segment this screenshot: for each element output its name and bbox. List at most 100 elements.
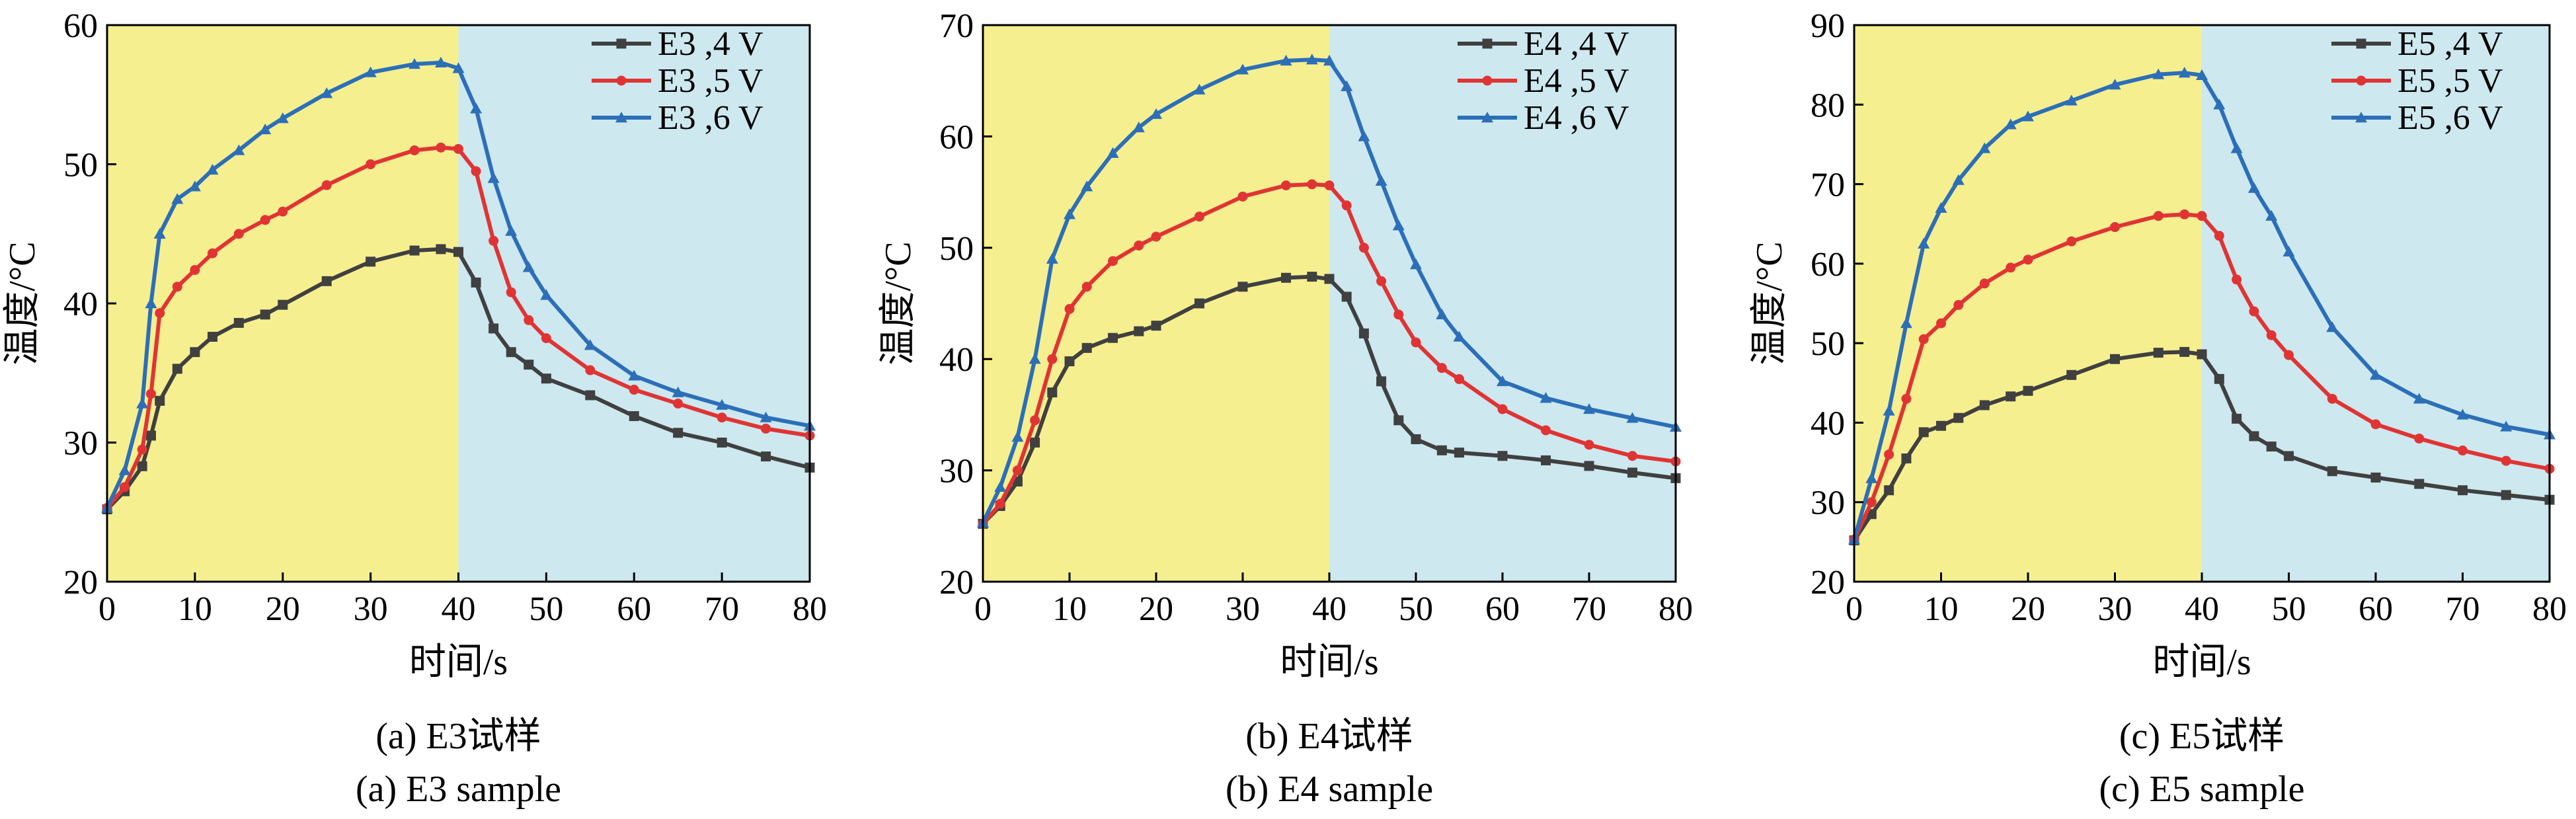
data-point (1901, 453, 1912, 464)
data-point (1011, 431, 1024, 442)
data-point (2232, 274, 2242, 285)
legend-marker (1482, 75, 1493, 86)
data-point (1540, 392, 1552, 403)
data-point (1064, 303, 1075, 314)
data-point (276, 112, 289, 124)
data-point (364, 66, 377, 77)
y-tick-label: 30 (63, 425, 98, 463)
data-point (2370, 472, 2381, 483)
data-point (2249, 431, 2259, 442)
data-point (2414, 479, 2425, 489)
data-point (716, 399, 728, 410)
data-point (2370, 369, 2382, 380)
data-point (1151, 321, 1161, 331)
data-point (2022, 110, 2034, 122)
data-point (1626, 412, 1639, 423)
data-point (2326, 321, 2339, 332)
data-point (1281, 272, 1291, 283)
data-point (2066, 370, 2077, 380)
legend-label: E5 ,5 V (2398, 62, 2503, 100)
data-point (2065, 95, 2078, 106)
legend-marker (2355, 112, 2367, 123)
data-point (259, 123, 272, 135)
data-point (366, 256, 376, 267)
data-point (366, 159, 376, 169)
data-point (629, 385, 639, 395)
data-point (2284, 451, 2294, 461)
data-point (2249, 306, 2259, 317)
data-point (1358, 328, 1369, 338)
data-point (2370, 419, 2381, 430)
data-point (190, 347, 200, 358)
data-point (2327, 393, 2337, 404)
data-point (1936, 318, 1946, 329)
x-tick-label: 0 (1846, 590, 1863, 628)
series-1 (102, 142, 815, 513)
data-point (2213, 98, 2226, 110)
data-point (524, 360, 534, 370)
data-point (2266, 442, 2277, 452)
data-point (1935, 202, 1947, 213)
data-point (1134, 326, 1144, 336)
data-point (453, 247, 463, 257)
y-tick-label: 40 (1811, 405, 1845, 442)
y-tick-label: 50 (63, 147, 98, 184)
data-point (1454, 374, 1464, 385)
data-point (1307, 179, 1317, 190)
data-point (1376, 376, 1387, 387)
x-tick-label: 30 (1226, 590, 1260, 628)
data-point (1030, 415, 1040, 426)
y-tick-label: 80 (1811, 87, 1845, 124)
data-point (155, 395, 165, 406)
legend-marker (2356, 38, 2366, 49)
data-point (2214, 231, 2224, 241)
data-point (1497, 404, 1508, 414)
data-point (2247, 182, 2260, 193)
data-point (1281, 180, 1291, 190)
data-point (2179, 209, 2190, 219)
data-point (2197, 349, 2207, 360)
data-point (506, 287, 516, 297)
data-point (488, 323, 499, 334)
data-point (2066, 236, 2077, 247)
data-point (1541, 425, 1551, 436)
data-point (2230, 142, 2243, 153)
legend-marker (616, 75, 627, 86)
y-axis-label: 温度/°C (1749, 241, 1790, 365)
data-point (1064, 356, 1075, 367)
data-point (524, 315, 534, 325)
data-point (2196, 69, 2208, 80)
data-point (1884, 485, 1894, 496)
data-point (541, 373, 551, 384)
data-point (409, 145, 420, 155)
y-tick-label: 50 (939, 230, 974, 268)
data-point (233, 317, 244, 328)
x-tick-label: 60 (2359, 590, 2393, 628)
panel-caption-en: (c) E5 sample (2099, 769, 2305, 810)
data-point (233, 229, 244, 239)
data-point (1952, 174, 1965, 185)
data-point (1953, 299, 1964, 310)
series-line (1852, 71, 2552, 542)
chart-panel-2: 0 10 20 30 40 50 60 70 80 20 30 40 50 60 70 80 90 时间/s 温度/… (1749, 7, 2567, 810)
y-tick-label: 40 (63, 286, 98, 323)
data-point (522, 261, 535, 272)
x-axis-label: 时间/s (409, 642, 508, 683)
x-tick-label: 50 (2272, 590, 2306, 628)
data-point (1979, 278, 1990, 289)
data-point (487, 172, 500, 183)
y-tick-label: 20 (1811, 564, 1845, 602)
data-point (673, 399, 683, 409)
x-tick-label: 20 (1139, 590, 1173, 628)
x-tick-label: 20 (2011, 590, 2045, 628)
data-point (145, 389, 156, 399)
data-point (137, 444, 147, 455)
y-tick-label: 20 (63, 564, 98, 602)
y-tick-label: 30 (1811, 485, 1845, 522)
data-point (1132, 121, 1145, 133)
data-point (584, 339, 596, 350)
x-tick-label: 80 (2532, 590, 2567, 628)
data-point (1081, 180, 1093, 192)
data-point (2232, 413, 2242, 424)
